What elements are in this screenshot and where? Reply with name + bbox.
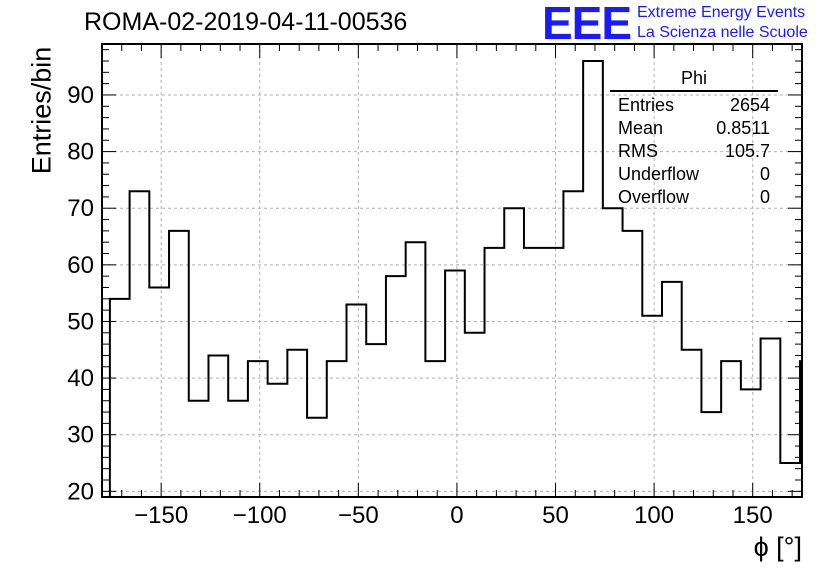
x-tick-label: −50	[338, 502, 379, 529]
x-tick-label: 100	[634, 502, 674, 529]
axis-ticks	[101, 44, 802, 497]
stats-value: 0	[759, 164, 770, 184]
y-tick-label: 60	[67, 252, 94, 279]
x-axis-label: ϕ [°]	[753, 532, 802, 562]
stats-value: 2654	[729, 95, 770, 115]
x-tick-label: −100	[233, 502, 287, 529]
stats-row-overflow: Overflow 0	[610, 186, 778, 209]
stats-value: 105.7	[724, 141, 770, 161]
stats-title: Phi	[610, 68, 778, 92]
logo-line-2: La Scienza nelle Scuole	[637, 24, 808, 41]
stats-row-rms: RMS 105.7	[610, 140, 778, 163]
stats-label: Entries	[618, 95, 675, 115]
x-tick-label: 0	[450, 502, 463, 529]
x-tick-label: −150	[134, 502, 188, 529]
stats-label: RMS	[618, 141, 658, 161]
chart-title: ROMA-02-2019-04-11-00536	[84, 8, 408, 36]
y-tick-label: 70	[67, 195, 94, 222]
y-tick-label: 80	[67, 139, 94, 166]
stats-label: Overflow	[618, 187, 690, 207]
y-tick-label: 20	[67, 478, 94, 505]
y-tick-label: 90	[67, 82, 94, 109]
y-tick-label: 30	[67, 422, 94, 449]
stats-box: Phi Entries 2654 Mean 0.8511 RMS 105.7 U…	[610, 68, 778, 209]
y-tick-label: 50	[67, 308, 94, 335]
histogram-series-line	[108, 59, 803, 497]
x-tick-label: 50	[542, 502, 569, 529]
stats-value: 0.8511	[716, 118, 770, 138]
tick-labels: −150 −100 −50 0 50 100 150 20 30 40 50 60 70 80 90	[67, 82, 772, 529]
stats-label: Mean	[618, 118, 664, 138]
x-tick-label: 150	[733, 502, 773, 529]
stats-label: Underflow	[618, 164, 700, 184]
stats-value: 0	[759, 187, 770, 207]
y-tick-label: 40	[67, 365, 94, 392]
stats-row-mean: Mean 0.8511	[610, 117, 778, 140]
eee-logo: EEE	[542, 0, 632, 49]
y-axis-label: Entries/bin	[26, 46, 57, 175]
grid-lines	[102, 44, 802, 497]
logo-line-1: Extreme Energy Events	[637, 4, 806, 21]
stats-row-entries: Entries 2654	[610, 94, 778, 117]
stats-row-underflow: Underflow 0	[610, 163, 778, 186]
